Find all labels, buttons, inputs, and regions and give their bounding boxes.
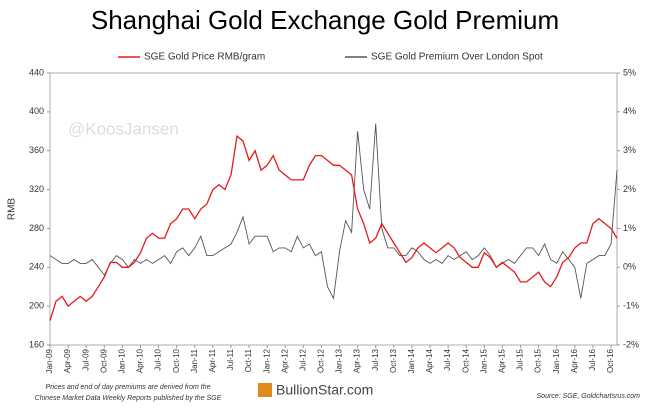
x-tick-label: Oct-09 (99, 348, 108, 373)
x-tick-label: Oct-16 (606, 348, 615, 373)
x-tick-label: Apr-11 (208, 348, 217, 372)
x-tick-label: Jan-12 (262, 348, 271, 373)
y2-tick-label: 0% (623, 262, 636, 272)
x-tick-label: Jul-12 (298, 348, 307, 370)
logo-icon (258, 383, 272, 397)
x-tick-label: Jul-10 (154, 348, 163, 370)
y2-tick-label: 4% (623, 106, 636, 116)
legend-label: SGE Gold Price RMB/gram (144, 52, 265, 63)
y2-tick-label: 5% (623, 67, 636, 77)
x-tick-label: Jan-10 (117, 348, 126, 373)
series-line (49, 134, 618, 321)
x-tick-label: Jan-15 (479, 348, 488, 373)
x-tick-label: Apr-12 (280, 348, 289, 373)
x-tick-label: Oct-10 (172, 348, 181, 373)
x-tick-label: Apr-15 (498, 348, 507, 373)
y-tick-label: 440 (29, 67, 44, 77)
logo: BullionStar.com (276, 382, 373, 398)
y-tick-label: 200 (29, 301, 44, 311)
note: Prices and end of day premiums are deriv… (46, 384, 211, 391)
legend-label: SGE Gold Premium Over London Spot (371, 52, 543, 63)
plot-frame (49, 72, 618, 346)
x-tick-label: Apr-09 (63, 348, 72, 373)
x-tick-label: Apr-13 (353, 348, 362, 373)
x-tick-label: Jul-15 (516, 348, 525, 370)
y-tick-label: 320 (29, 184, 44, 194)
y-tick-label: 400 (29, 106, 44, 116)
y-tick-label: 280 (29, 223, 44, 233)
x-tick-label: Oct-12 (317, 348, 326, 373)
y-tick-label: 160 (29, 339, 44, 349)
x-tick-label: Apr-10 (136, 348, 145, 373)
x-tick-label: Jul-14 (443, 348, 452, 370)
x-tick-label: Jan-16 (552, 348, 561, 373)
x-tick-label: Jan-14 (407, 348, 416, 373)
x-tick-label: Jul-09 (81, 348, 90, 370)
x-tick-label: Oct-14 (461, 348, 470, 373)
y2-tick-label: 1% (623, 223, 636, 233)
x-tick-label: Apr-14 (425, 348, 434, 373)
y-tick-label: 360 (29, 145, 44, 155)
x-tick-label: Apr-16 (570, 348, 579, 373)
y2-tick-label: -2% (623, 339, 639, 349)
x-tick-label: Jul-16 (588, 348, 597, 370)
y-axis-label: RMB (7, 198, 18, 221)
x-tick-label: Oct-15 (534, 348, 543, 373)
y2-tick-label: 2% (623, 184, 636, 194)
x-tick-label: Jul-13 (371, 348, 380, 370)
y2-tick-label: -1% (623, 301, 639, 311)
watermark: @KoosJansen (68, 119, 179, 138)
x-tick-label: Jan-09 (45, 348, 54, 373)
x-tick-label: Oct-11 (244, 348, 253, 372)
series-line (49, 123, 618, 300)
x-tick-label: Jan-13 (335, 348, 344, 373)
x-tick-label: Oct-13 (389, 348, 398, 373)
y2-tick-label: 3% (623, 145, 636, 155)
y-tick-label: 240 (29, 262, 44, 272)
x-tick-label: Jul-11 (226, 348, 235, 370)
source: Source: SGE, Goldchartsrus.com (537, 393, 641, 400)
x-tick-label: Jan-11 (190, 348, 199, 372)
chart-title: Shanghai Gold Exchange Gold Premium (91, 5, 559, 35)
note: Chinese Market Data Weekly Reports publi… (35, 395, 222, 402)
